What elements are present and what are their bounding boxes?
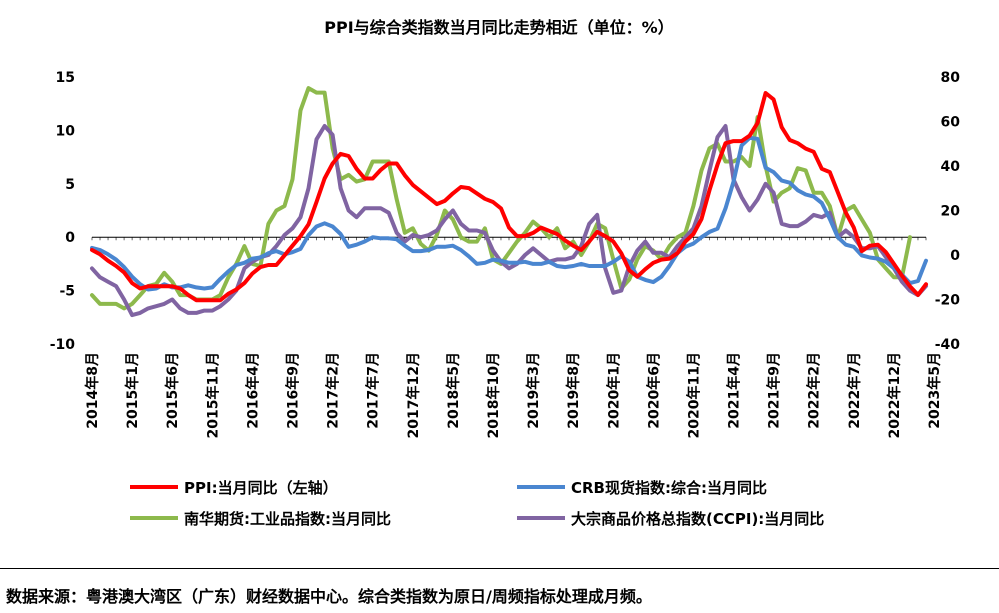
x-tick-label: 2020年6月 xyxy=(645,352,662,429)
y-left-tick-label: 15 xyxy=(56,70,75,86)
y-left-tick-label: -10 xyxy=(50,337,76,353)
x-tick-label: 2019年8月 xyxy=(565,352,582,429)
axes: -10 -5 0 5 10 15 -40 -20 0 20 40 60 80 2014年8月 2015年1月… xyxy=(50,70,961,438)
x-tick-label: 2023年5月 xyxy=(926,352,943,429)
x-tick-label: 2016年4月 xyxy=(244,352,261,429)
source-note: 数据来源：粤港澳大湾区（广东）财经数据中心。综合类指数为原日/周频指标处理成月频… xyxy=(6,587,652,606)
y-left-tick-label: -5 xyxy=(59,284,75,300)
x-tick-label: 2015年1月 xyxy=(124,352,141,429)
y-right-tick-label: 60 xyxy=(941,115,961,131)
x-tick-label: 2017年2月 xyxy=(325,352,342,429)
y-right-tick-label: 40 xyxy=(941,159,961,175)
x-tick-label: 2020年11月 xyxy=(685,352,702,438)
x-tick-label: 2022年2月 xyxy=(806,352,823,429)
x-tick-label: 2015年11月 xyxy=(204,352,221,438)
x-tick-label: 2014年8月 xyxy=(84,352,101,429)
y-left-tick-label: 5 xyxy=(65,177,75,193)
footer-divider xyxy=(0,568,999,569)
x-tick-label: 2017年7月 xyxy=(365,352,382,429)
y-right-tick-label: -40 xyxy=(935,337,961,353)
series-lines xyxy=(90,86,928,318)
x-tick-label: 2018年5月 xyxy=(445,352,462,429)
legend-label-crb: CRB现货指数:综合:当月同比 xyxy=(571,479,767,497)
series-line-nanhua xyxy=(90,86,912,311)
legend: PPI:当月同比（左轴） CRB现货指数:综合:当月同比南华期货:工业品指数:当月… xyxy=(130,479,824,528)
series-line-crb xyxy=(90,135,928,292)
legend-label-ppi: PPI:当月同比（左轴） xyxy=(184,479,338,497)
legend-label-ccpi: 大宗商品价格总指数(CCPI):当月同比 xyxy=(571,510,824,528)
y-left-tick-label: 10 xyxy=(56,123,76,139)
x-tick-label: 2021年9月 xyxy=(766,352,783,429)
series-line-ccpi xyxy=(90,124,928,318)
y-left-tick-label: 0 xyxy=(65,230,75,246)
x-tick-label: 2017年12月 xyxy=(405,352,422,438)
y-right-tick-label: 0 xyxy=(950,248,960,264)
x-tick-label: 2016年9月 xyxy=(284,352,301,429)
x-tick-label: 2018年10月 xyxy=(485,352,502,438)
x-tick-label: 2022年7月 xyxy=(846,352,863,429)
x-tick-label: 2022年12月 xyxy=(886,352,903,438)
legend-label-nanhua: 南华期货:工业品指数:当月同比 xyxy=(184,510,391,528)
x-tick-label: 2021年4月 xyxy=(726,352,743,429)
y-right-tick-label: 80 xyxy=(941,70,961,86)
chart-title: PPI与综合类指数当月同比走势相近（单位：%） xyxy=(324,18,673,37)
series-line-ppi xyxy=(90,91,928,303)
x-tick-label: 2015年6月 xyxy=(164,352,181,429)
x-tick-label: 2020年1月 xyxy=(605,352,622,429)
y-right-tick-label: -20 xyxy=(935,293,961,309)
x-tick-label: 2019年3月 xyxy=(525,352,542,429)
y-right-tick-label: 20 xyxy=(941,204,961,220)
